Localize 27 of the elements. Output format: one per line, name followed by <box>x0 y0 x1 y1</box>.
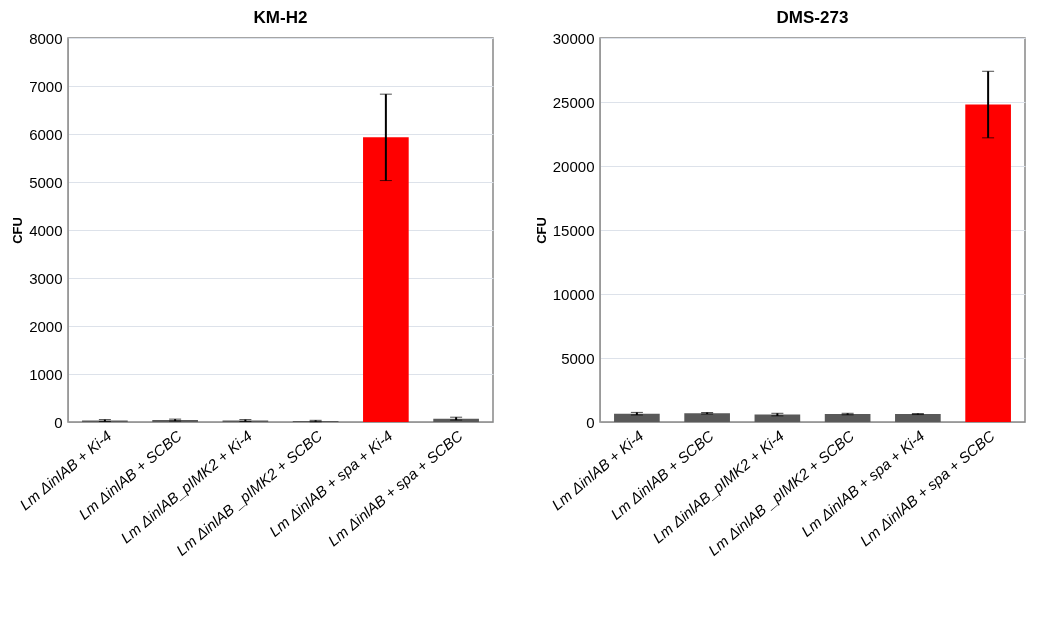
bar <box>824 414 871 422</box>
y-tick-label: 0 <box>54 413 63 431</box>
bar <box>614 413 660 422</box>
y-tick-label: 15000 <box>552 221 595 239</box>
y-tick-label: 7000 <box>29 77 63 95</box>
y-tick-label: 5000 <box>29 173 63 191</box>
y-tick-label: 0 <box>586 413 595 431</box>
y-tick-label: 6000 <box>29 125 63 143</box>
y-tick-label: 1000 <box>29 365 63 383</box>
y-tick-label: 2000 <box>29 317 63 335</box>
bar <box>965 104 1011 422</box>
y-tick-label: 3000 <box>29 269 63 287</box>
y-tick-label: 30000 <box>552 29 595 47</box>
y-tick-label: 25000 <box>552 93 595 111</box>
bar <box>895 414 941 422</box>
y-tick-label: 20000 <box>552 157 595 175</box>
y-tick-label: 5000 <box>561 349 595 367</box>
y-axis-title: CFU <box>533 217 549 244</box>
chart-title: DMS-273 <box>776 8 849 27</box>
y-tick-label: 10000 <box>552 285 595 303</box>
y-axis-title: CFU <box>10 217 26 244</box>
chart-title: KM-H2 <box>253 8 308 27</box>
y-tick-label: 4000 <box>29 221 63 239</box>
bar <box>754 414 801 422</box>
bar <box>363 137 409 422</box>
y-tick-label: 8000 <box>29 29 63 47</box>
bar <box>684 413 730 422</box>
